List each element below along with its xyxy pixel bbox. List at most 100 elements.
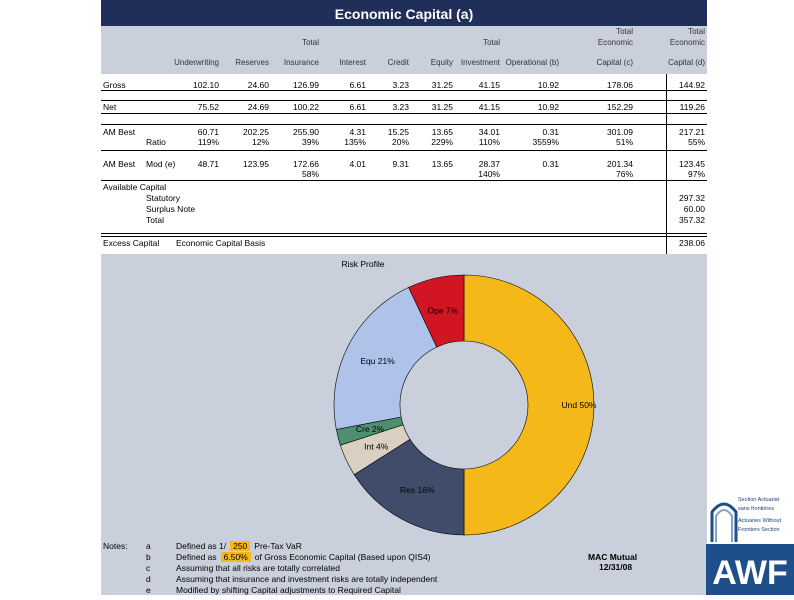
- column-header-res-label: Reserves: [235, 58, 269, 67]
- slice-label-int: Int 4%: [364, 441, 389, 451]
- cell-gross-res: 24.60: [247, 80, 269, 90]
- cell-am_best_mod-tec: 201.34: [607, 159, 633, 169]
- cell-am_best-cre: 15.25: [387, 127, 409, 137]
- column-header-ted-top2: Economic: [669, 38, 705, 47]
- cell-am_best_mod-res: 123.95: [243, 159, 269, 169]
- note-key: a: [146, 541, 151, 551]
- row-sublabel-mod: Mod (e): [146, 159, 176, 169]
- note-highlight-value: 250: [230, 541, 251, 551]
- note-text: Modified by shifting Capital adjustments…: [176, 585, 401, 595]
- note-key: d: [146, 574, 151, 584]
- note-text: Assuming that all risks are totally corr…: [176, 563, 340, 573]
- row-label-net: Net: [103, 102, 117, 112]
- logo-mark: AWF: [712, 554, 788, 592]
- cell-net-cre: 3.23: [392, 102, 409, 112]
- cell-net-tec: 152.29: [607, 102, 633, 112]
- row-rule: [101, 180, 707, 181]
- row-label-am-best: AM Best: [103, 127, 136, 137]
- statutory-label: Statutory: [146, 193, 181, 203]
- cell-am_best-und: 60.71: [197, 127, 219, 137]
- cell-am_best-tec: 301.09: [607, 127, 633, 137]
- slice-label-und: Und 50%: [562, 400, 597, 410]
- available-total-value: 357.32: [679, 215, 705, 225]
- column-header-tec-top2: Economic: [597, 38, 633, 47]
- logo-line3: Actuaries Without: [738, 518, 782, 524]
- cell-am_best_mod-inv: 28.37: [478, 159, 500, 169]
- column-header-ins-label: Insurance: [283, 58, 319, 67]
- cell-net-und: 75.52: [197, 102, 219, 112]
- note-key: b: [146, 552, 151, 562]
- surplus-note-label: Surplus Note: [146, 204, 196, 214]
- cell-net-equ: 31.25: [431, 102, 453, 112]
- report-date: 12/31/08: [599, 562, 633, 572]
- donut-chart: Risk Profile Und 50% Res 16% Int 4% Cre 2% E…: [333, 259, 597, 536]
- cell-gross-int: 6.61: [349, 80, 366, 90]
- note-text: Assuming that insurance and investment r…: [176, 574, 437, 584]
- column-header-ted-label: Capital (d): [668, 58, 705, 67]
- column-header-inv-top2: Total: [483, 38, 500, 47]
- note-key: c: [146, 563, 151, 573]
- logo-banner: [706, 544, 794, 595]
- arch-icon: [710, 502, 738, 542]
- column-header-ope-label: Operational (b): [505, 58, 559, 67]
- cell-am_best-equ: 13.65: [431, 127, 453, 137]
- column-header-ted-top1: Total: [688, 27, 705, 36]
- excess-capital-basis: Economic Capital Basis: [176, 238, 266, 248]
- column-header-int-label: Interest: [339, 58, 366, 67]
- column-header-ins-top2: Total: [302, 38, 319, 47]
- cell-am_best-ins: 255.90: [293, 127, 319, 137]
- cell-net-ted: 119.26: [679, 102, 705, 112]
- row-rule: [101, 233, 707, 234]
- cell-ratio-tec: 51%: [615, 137, 633, 147]
- row-rule: [101, 90, 707, 91]
- row-label-ratio: Ratio: [146, 137, 166, 147]
- cell-ratio-und: 119%: [197, 137, 219, 147]
- logo-line1: Section Actuariat: [738, 497, 780, 503]
- note-text-main: Modified by shifting Capital adjustments…: [176, 585, 401, 595]
- logo-line2: sans frontières: [738, 506, 774, 512]
- cell-gross-equ: 31.25: [431, 80, 453, 90]
- note-highlight-value: 6.50%: [220, 552, 251, 562]
- note-text-main: Defined as: [176, 552, 217, 562]
- slice-und: [463, 274, 595, 536]
- cell-ratio-cre: 20%: [391, 137, 409, 147]
- note-text-main: Assuming that all risks are totally corr…: [176, 563, 340, 573]
- cell-am_best_mod-ope: 0.31: [542, 159, 559, 169]
- chart-title: Risk Profile: [342, 259, 385, 269]
- slice-label-cre: Cre 2%: [356, 424, 385, 434]
- cell-am_best-ope: 0.31: [542, 127, 559, 137]
- cell-ratio-int: 135%: [344, 137, 366, 147]
- note-text-main: Assuming that insurance and investment r…: [176, 574, 438, 584]
- cell-ratio-equ: 229%: [431, 137, 453, 147]
- cell-gross-ope: 10.92: [537, 80, 559, 90]
- note-text-suffix: Pre-Tax VaR: [254, 541, 302, 551]
- company-name: MAC Mutual: [588, 552, 638, 562]
- cell-am_best-res: 202.25: [243, 127, 269, 137]
- cell-ratio-res: 12%: [251, 137, 269, 147]
- cell-net-int: 6.61: [349, 102, 366, 112]
- slice-ope: [408, 274, 465, 348]
- notes-section: Notes: a Defined as 1/250 Pre-Tax VaR b Defi…: [101, 540, 707, 595]
- cell-gross-ted: 144.92: [679, 80, 705, 90]
- cell-gross-ins: 126.99: [293, 80, 319, 90]
- statutory-value: 297.32: [679, 193, 705, 203]
- column-header-und-label: Underwriting: [174, 58, 219, 67]
- awf-logo: Section Actuariat sans frontières Actuar…: [706, 492, 794, 595]
- column-header-inv-label: Investment: [460, 58, 500, 67]
- cell-ratio-ope: 3559%: [532, 137, 559, 147]
- slice-label-ope: Ope 7%: [427, 305, 458, 315]
- column-header-area: Underwriting Reserves Total Insurance Intere…: [101, 26, 707, 74]
- cell-am_best_mod-und: 48.71: [197, 159, 219, 169]
- column-rule: [666, 74, 667, 254]
- slice-label-res: Res 16%: [400, 485, 435, 495]
- excess-capital-label: Excess Capital: [103, 238, 160, 248]
- note-text-suffix: of Gross Economic Capital (Based upon QI…: [254, 552, 431, 562]
- surplus-note-value: 60.00: [683, 204, 705, 214]
- cell-net-ins: 100.22: [293, 102, 319, 112]
- cell-am_best_mod-equ: 13.65: [431, 159, 453, 169]
- note-key: e: [146, 585, 151, 595]
- notes-heading: Notes:: [103, 541, 128, 551]
- report-title: Economic Capital (a): [101, 0, 707, 26]
- cell-gross-inv: 41.15: [478, 80, 500, 90]
- cell-mod_pct-ted: 97%: [687, 169, 705, 179]
